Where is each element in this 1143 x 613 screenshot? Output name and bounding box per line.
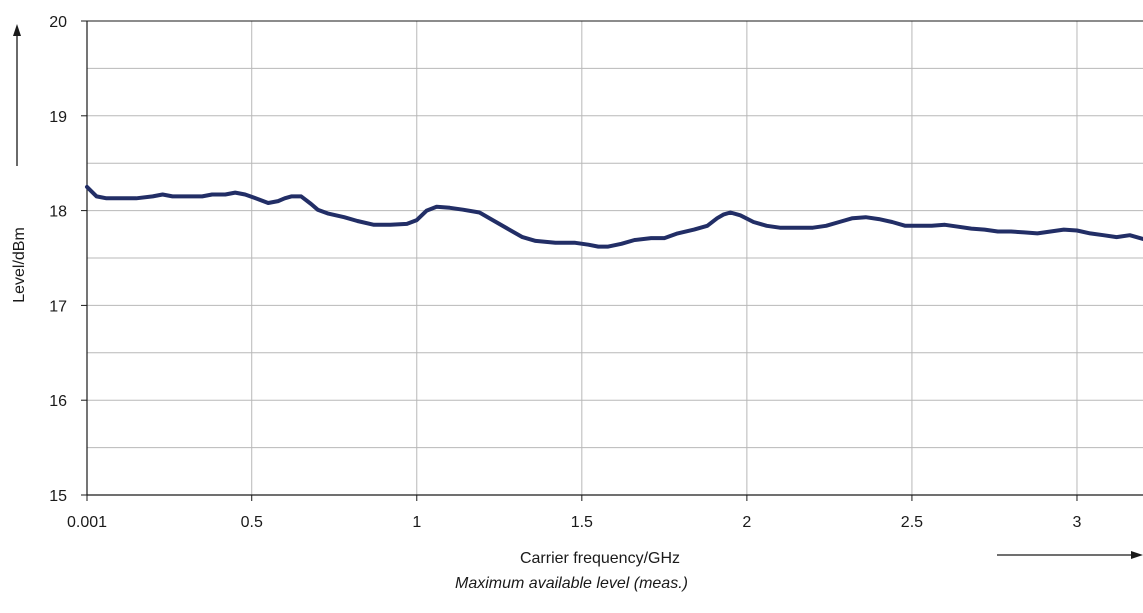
y-tick-label: 20 (49, 14, 67, 31)
x-tick-label: 3 (1073, 514, 1082, 531)
grid (87, 20, 1143, 495)
series-line (85, 184, 1143, 249)
x-axis-arrow (997, 551, 1143, 559)
y-tick-label: 16 (49, 393, 67, 410)
y-tick-label: 15 (49, 488, 67, 505)
y-tick-label: 18 (49, 204, 67, 221)
x-tick-label: 0.001 (67, 514, 107, 531)
x-tick-label: 0.5 (241, 514, 263, 531)
x-axis-ticks: 0.001 0.5 1 1.5 2 2.5 3 (67, 495, 1082, 531)
x-tick-label: 1 (412, 514, 421, 531)
x-tick-label: 2.5 (901, 514, 923, 531)
y-axis-ticks: 15 16 17 18 19 20 (49, 14, 87, 505)
x-tick-label: 1.5 (571, 514, 593, 531)
y-axis-label: Level/dBm (11, 227, 28, 303)
series-group (85, 184, 1143, 249)
x-axis-label: Carrier frequency/GHz (520, 550, 680, 567)
y-tick-label: 17 (49, 298, 67, 315)
chart-caption: Maximum available level (meas.) (455, 575, 688, 592)
x-tick-label: 2 (742, 514, 751, 531)
axes (86, 20, 1143, 496)
y-axis-arrow (13, 24, 21, 166)
y-tick-label: 19 (49, 109, 67, 126)
